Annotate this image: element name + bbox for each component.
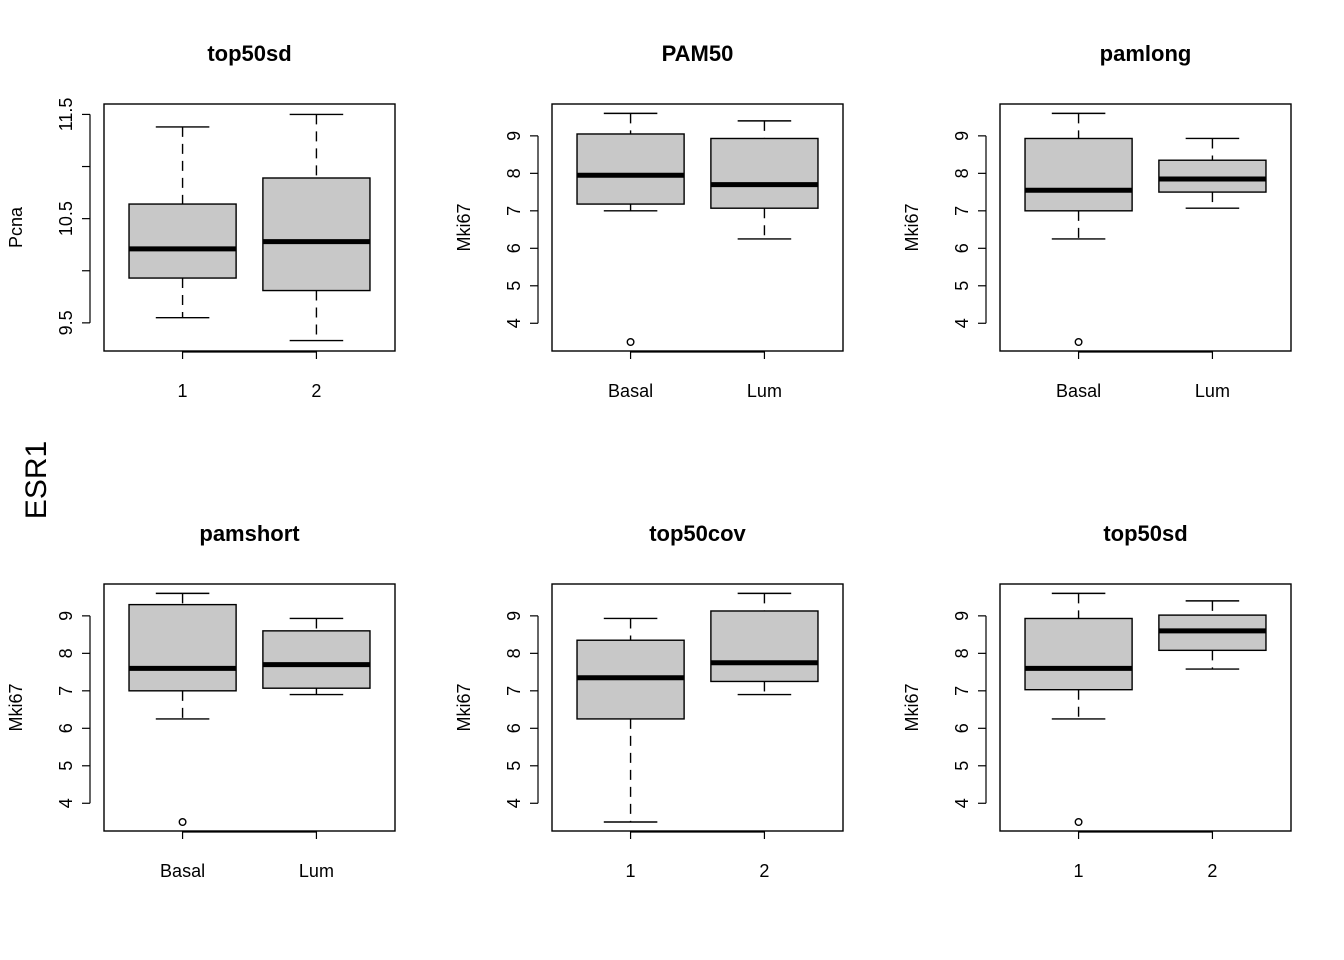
box-iqr xyxy=(262,630,371,689)
x-tick-label: Basal xyxy=(1056,381,1101,401)
panel-title: top50sd xyxy=(1103,521,1187,546)
y-tick-label: 5 xyxy=(56,761,76,771)
boxplot-panel: pamlong Mki67 4 5 6 7 8 9 Basal Lum xyxy=(902,41,1292,401)
plot-frame xyxy=(103,583,396,832)
outlier-point xyxy=(178,818,187,827)
y-tick-label: 6 xyxy=(952,243,972,253)
y-tick-label: 8 xyxy=(952,648,972,658)
box-iqr xyxy=(1024,137,1133,212)
x-tick-label: Basal xyxy=(608,381,653,401)
y-tick-label: 9 xyxy=(56,611,76,621)
y-tick-label: 5 xyxy=(504,281,524,291)
box-iqr xyxy=(128,603,237,692)
box-iqr xyxy=(262,177,371,292)
y-tick-label: 4 xyxy=(504,318,524,328)
y-axis-label: Mki67 xyxy=(454,203,474,251)
box-iqr xyxy=(128,203,237,279)
y-tick-label: 4 xyxy=(504,798,524,808)
y-tick-label: 7 xyxy=(504,686,524,696)
x-tick-label: Lum xyxy=(1195,381,1230,401)
y-tick-label: 6 xyxy=(56,723,76,733)
y-tick-label: 10.5 xyxy=(56,201,76,236)
box-iqr xyxy=(1024,617,1133,691)
y-tick-label: 5 xyxy=(952,761,972,771)
y-tick-label: 6 xyxy=(504,243,524,253)
y-tick-label: 5 xyxy=(504,761,524,771)
panel-title: pamlong xyxy=(1100,41,1192,66)
y-tick-label: 7 xyxy=(504,206,524,216)
x-tick-label: Lum xyxy=(747,381,782,401)
y-tick-label: 5 xyxy=(952,281,972,291)
plot-frame xyxy=(551,103,844,352)
y-tick-label: 9 xyxy=(952,131,972,141)
box-iqr xyxy=(710,610,819,683)
panel-title: PAM50 xyxy=(662,41,734,66)
outlier-point xyxy=(1074,338,1083,347)
plot-frame xyxy=(999,583,1292,832)
y-axis-label: Pcna xyxy=(6,206,26,248)
box-iqr xyxy=(1158,159,1267,193)
plot-frame xyxy=(999,103,1292,352)
y-axis-label: Mki67 xyxy=(902,683,922,731)
y-tick-label: 6 xyxy=(952,723,972,733)
y-tick-label: 9 xyxy=(952,611,972,621)
y-tick-label: 8 xyxy=(504,168,524,178)
x-tick-label: 1 xyxy=(626,861,636,881)
x-tick-label: 2 xyxy=(759,861,769,881)
x-tick-label: 2 xyxy=(311,381,321,401)
y-tick-label: 9.5 xyxy=(56,310,76,335)
x-tick-label: 1 xyxy=(178,381,188,401)
y-tick-label: 7 xyxy=(952,686,972,696)
box-iqr xyxy=(576,133,685,205)
y-tick-label: 4 xyxy=(56,798,76,808)
boxplot-panel: top50sd Mki67 4 5 6 7 8 9 1 2 xyxy=(902,521,1292,881)
outlier-point xyxy=(1074,818,1083,827)
boxplot-panel: PAM50 Mki67 4 5 6 7 8 9 Basal Lum xyxy=(454,41,844,401)
y-tick-label: 9 xyxy=(504,131,524,141)
y-tick-label: 11.5 xyxy=(56,98,76,132)
outer-row-label: ESR1 xyxy=(20,441,53,519)
outlier-point xyxy=(626,338,635,347)
y-tick-label: 8 xyxy=(504,648,524,658)
boxplot-panel: pamshort Mki67 4 5 6 7 8 9 Basal Lum xyxy=(6,521,396,881)
panel-title: top50sd xyxy=(207,41,291,66)
y-tick-label: 4 xyxy=(952,798,972,808)
panel-title: pamshort xyxy=(199,521,300,546)
y-tick-label: 7 xyxy=(952,206,972,216)
y-tick-label: 8 xyxy=(952,168,972,178)
y-axis-label: Mki67 xyxy=(902,203,922,251)
x-tick-label: Basal xyxy=(160,861,205,881)
y-tick-label: 8 xyxy=(56,648,76,658)
y-tick-label: 7 xyxy=(56,686,76,696)
y-tick-label: 9 xyxy=(504,611,524,621)
x-tick-label: Lum xyxy=(299,861,334,881)
panels-group: top50sd Pcna 9.5 10.5 11.5 1 2 PAM50 Mki67 4 5 6 7 8 9… xyxy=(6,41,1292,881)
x-tick-label: 2 xyxy=(1207,861,1217,881)
plot-frame xyxy=(103,103,396,352)
panel-title: top50cov xyxy=(649,521,746,546)
y-tick-label: 4 xyxy=(952,318,972,328)
y-axis-label: Mki67 xyxy=(454,683,474,731)
x-tick-label: 1 xyxy=(1074,861,1084,881)
boxplot-panel: top50cov Mki67 4 5 6 7 8 9 1 2 xyxy=(454,521,844,881)
plot-frame xyxy=(551,583,844,832)
y-axis-label: Mki67 xyxy=(6,683,26,731)
y-tick-label: 6 xyxy=(504,723,524,733)
box-iqr xyxy=(710,137,819,209)
boxplot-panel: top50sd Pcna 9.5 10.5 11.5 1 2 xyxy=(6,41,396,401)
